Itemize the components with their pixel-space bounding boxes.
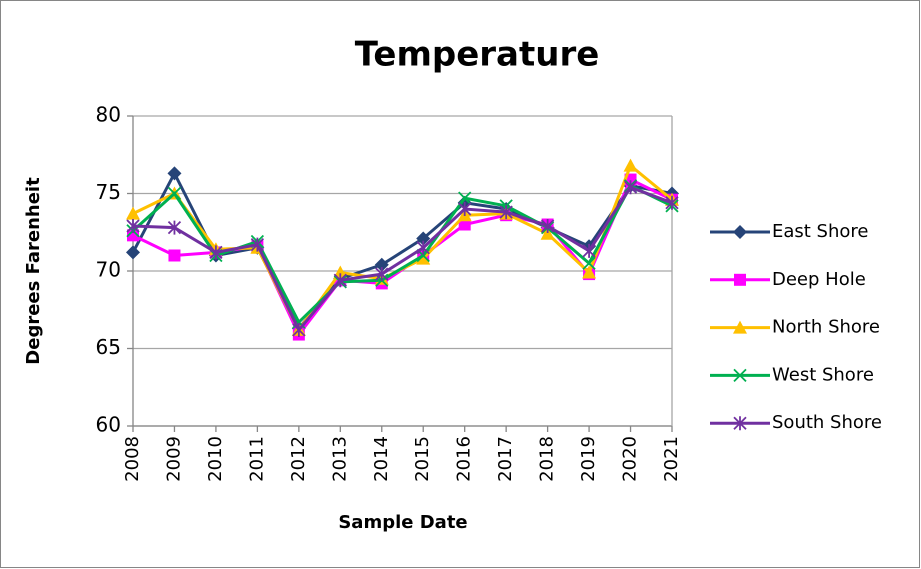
x-tick-label: 2009 — [163, 436, 184, 482]
data-point — [458, 191, 472, 205]
data-point — [333, 265, 348, 279]
data-point — [623, 180, 638, 195]
x-tick-label: 2016 — [454, 436, 475, 482]
data-point — [167, 186, 182, 201]
x-tick-label: 2021 — [661, 436, 682, 482]
data-point — [209, 245, 223, 260]
x-tick-label: 2014 — [371, 436, 392, 482]
data-point — [499, 205, 513, 220]
series-line — [132, 185, 673, 333]
legend-marker — [733, 416, 747, 431]
data-point — [167, 220, 182, 235]
legend-marker — [733, 225, 747, 239]
legend-marker — [733, 368, 747, 383]
x-tick-label: 2017 — [495, 436, 516, 482]
y-tick-label: 75 — [96, 180, 121, 204]
data-point — [540, 226, 555, 240]
legend-label: Deep Hole — [772, 269, 866, 290]
series-line — [131, 183, 673, 325]
data-point — [168, 249, 181, 262]
data-point — [250, 237, 265, 252]
legend-label: West Shore — [772, 364, 874, 385]
data-point — [374, 257, 389, 272]
legend-label: South Shore — [772, 412, 882, 433]
x-tick-label: 2011 — [246, 436, 267, 482]
data-point — [167, 166, 182, 181]
x-tick-label: 2012 — [288, 436, 309, 482]
y-tick-label: 70 — [96, 258, 121, 282]
y-tick-label: 60 — [96, 413, 121, 437]
x-tick-label: 2008 — [122, 436, 143, 482]
legend-marker — [733, 320, 747, 334]
y-axis-label: Degrees Farenheit — [23, 177, 44, 365]
data-point — [416, 251, 431, 265]
data-point — [126, 206, 140, 220]
x-tick-label: 2013 — [329, 436, 350, 482]
x-axis-label: Sample Date — [338, 512, 467, 533]
data-point — [582, 256, 596, 270]
chart-title: Temperature — [355, 35, 600, 75]
data-point — [416, 231, 431, 246]
legend-label: North Shore — [772, 317, 880, 338]
x-tick-label: 2019 — [578, 436, 599, 482]
data-point — [623, 158, 638, 172]
legend-marker — [734, 273, 746, 286]
data-point — [375, 267, 389, 282]
data-point — [458, 202, 472, 216]
data-point — [127, 229, 139, 242]
data-point — [126, 245, 140, 260]
x-tick-label: 2015 — [412, 436, 433, 482]
x-tick-label: 2020 — [620, 436, 641, 482]
legend-label: East Shore — [772, 221, 869, 242]
y-tick-label: 65 — [96, 335, 121, 359]
data-point — [582, 265, 597, 279]
data-point — [333, 273, 347, 288]
x-tick-label: 2018 — [537, 436, 558, 482]
x-tick-label: 2010 — [205, 436, 226, 482]
data-point — [416, 240, 430, 255]
data-point — [540, 219, 555, 234]
data-point — [458, 218, 471, 231]
y-tick-label: 80 — [96, 103, 121, 127]
data-point — [292, 322, 306, 337]
data-point — [582, 243, 596, 258]
data-point — [665, 195, 679, 210]
data-point — [126, 219, 140, 234]
